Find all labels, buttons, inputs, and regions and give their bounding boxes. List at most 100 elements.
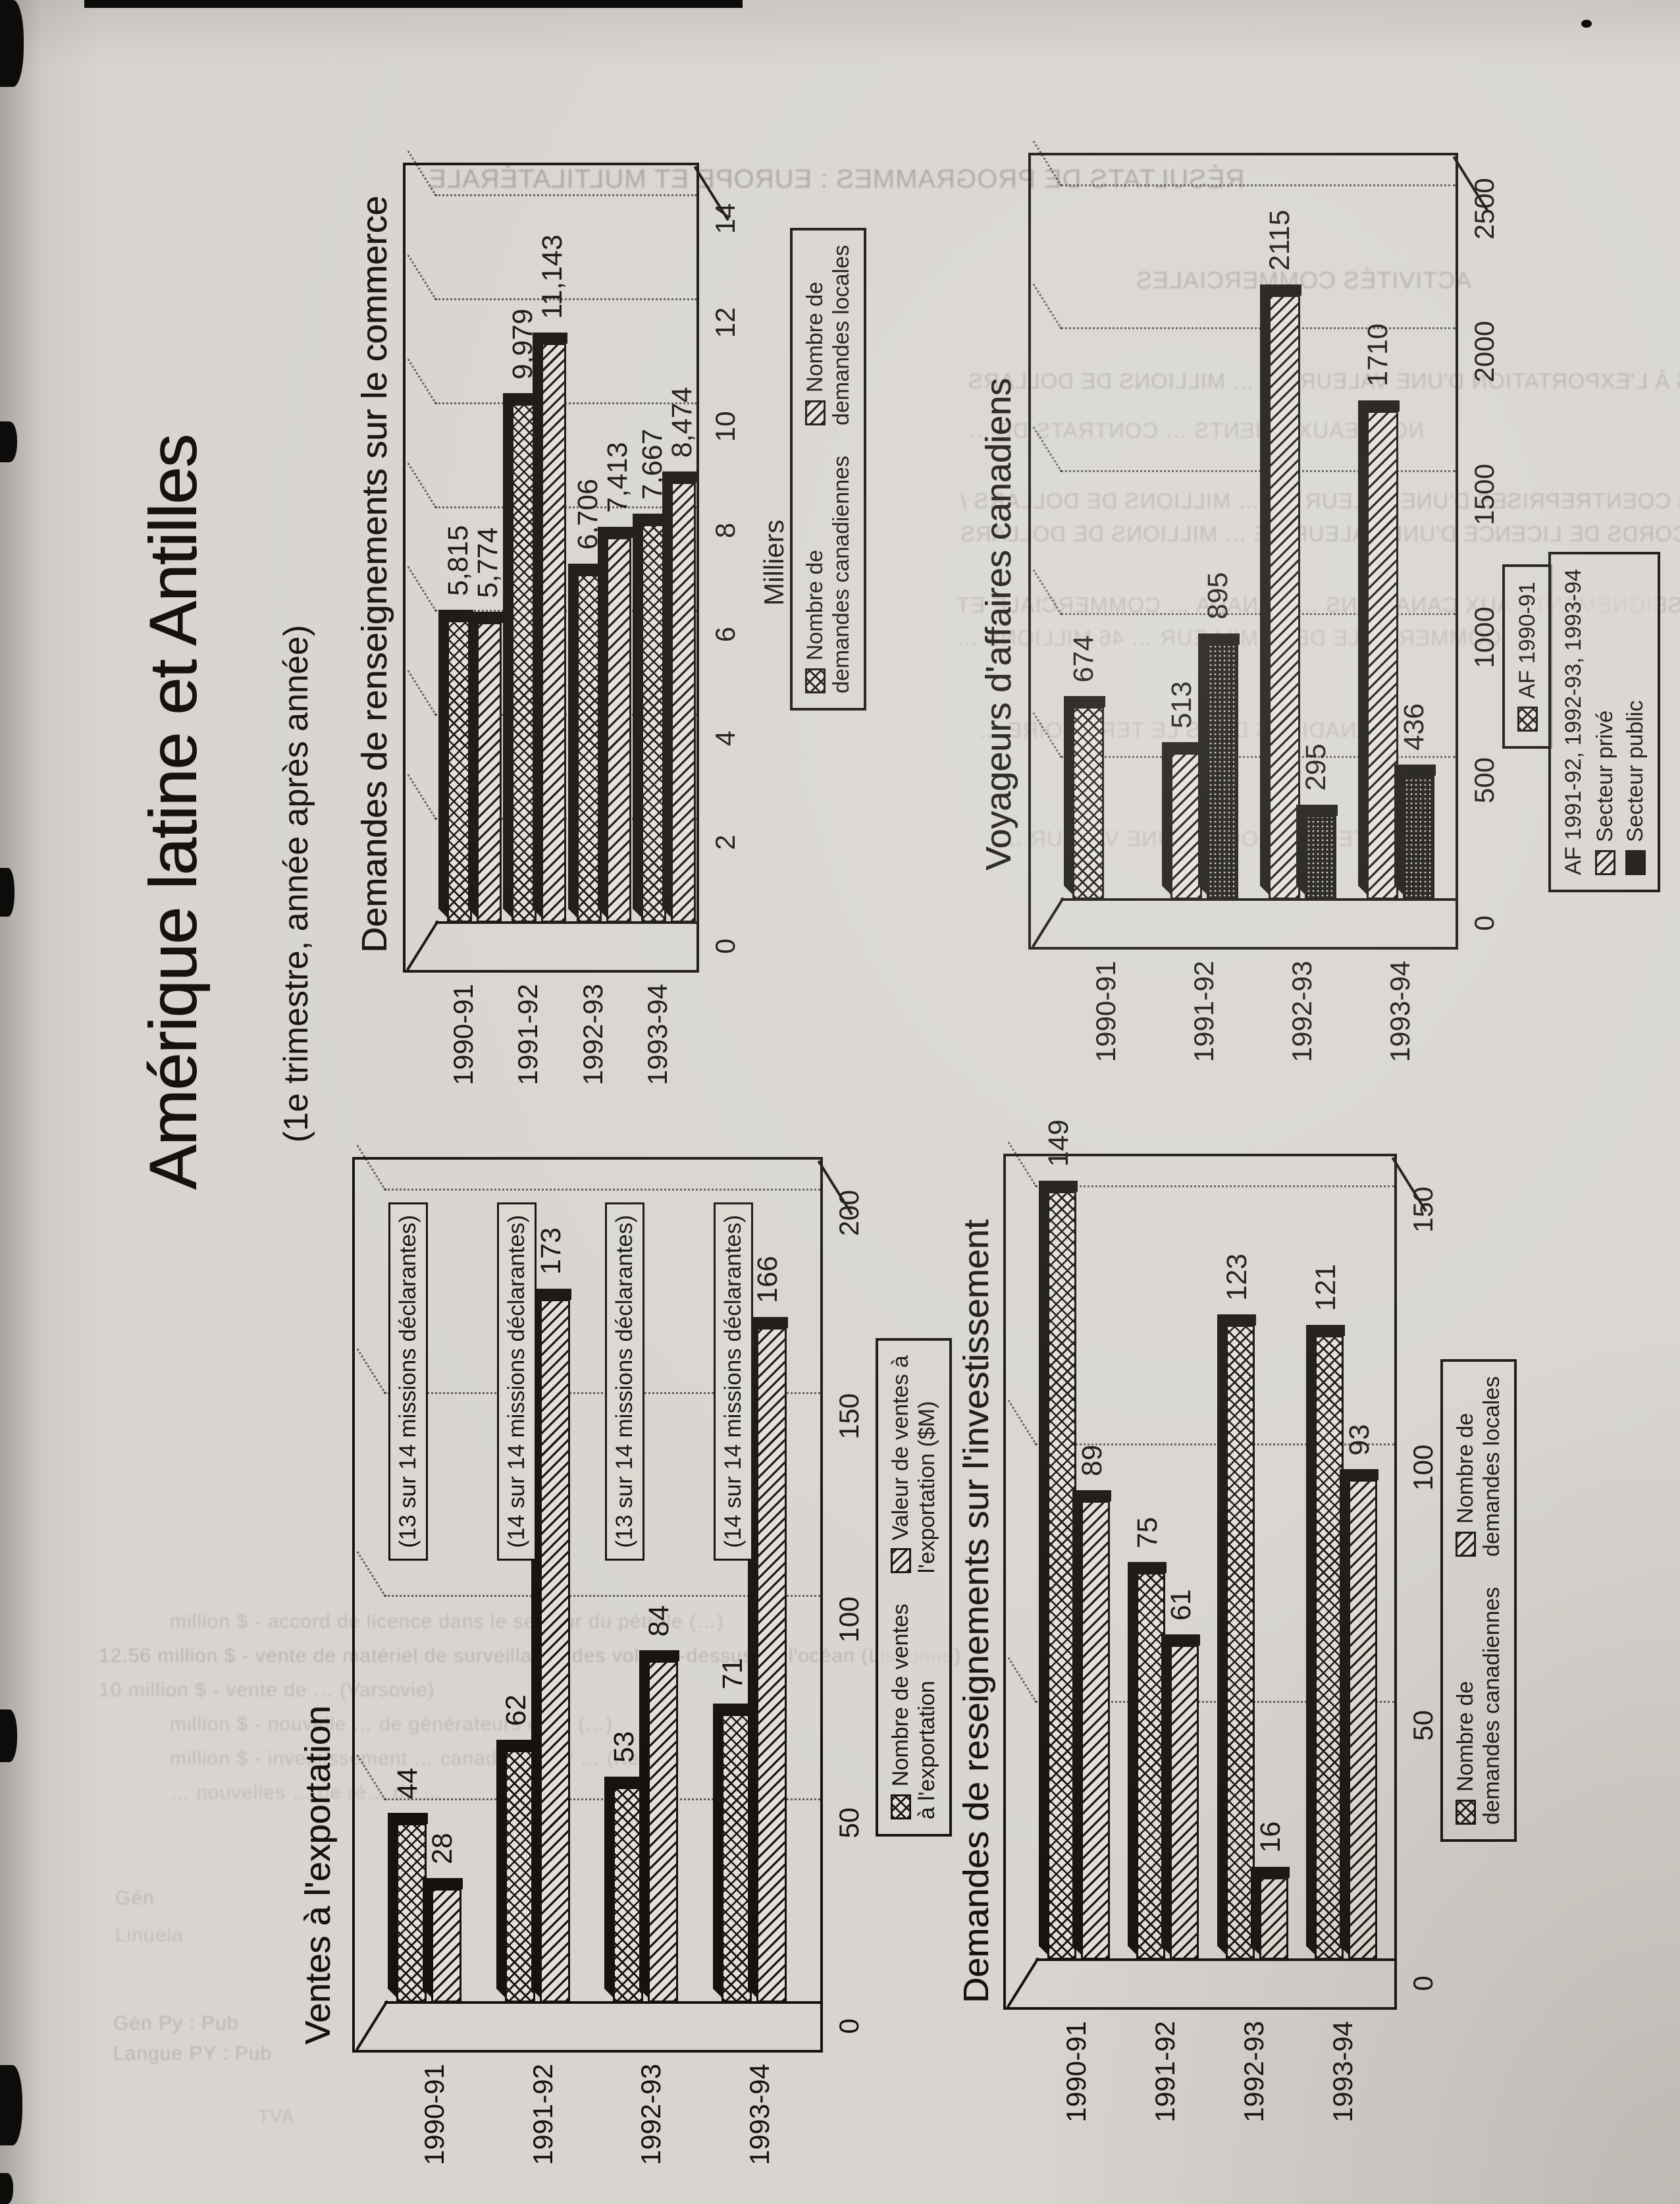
legend-entry-row: Nombre de	[802, 456, 828, 693]
axis-tick-label: 100	[1407, 1444, 1438, 1491]
bar-value-label: 89	[1076, 1445, 1108, 1476]
bar-value-label: 75	[1132, 1517, 1164, 1549]
bar-3d-top	[1339, 1470, 1350, 1956]
axis-tick-label: 6	[710, 626, 741, 643]
chart-title-voyageurs: Voyageurs d'affaires canadiens	[979, 378, 1018, 871]
bar-value-label: 295	[1300, 743, 1332, 791]
showthrough-text: 12.56 million $ - vente de matériel de s…	[99, 1645, 962, 1667]
chart-title-commerce: Demandes de renseignements sur le commer…	[355, 196, 394, 953]
axis-tick-label: 500	[1469, 757, 1500, 804]
bar-value-label: 53	[608, 1731, 640, 1763]
gridline-depth-stub	[407, 462, 437, 508]
legend-entry: Nombre de demandes canadiennes	[1452, 1587, 1505, 1825]
bar-value-label: 7,413	[601, 442, 633, 513]
bar-3d-top	[597, 527, 608, 919]
bar-investissement-1992-93: 16	[1250, 1821, 1290, 1960]
frame-bevel	[1032, 897, 1065, 948]
gridline	[435, 194, 696, 196]
bar-value-label: 513	[1166, 681, 1197, 729]
bar-value-label: 71	[716, 1657, 748, 1690]
bar-value-label: 121	[1309, 1264, 1342, 1312]
legend-entry-row: Secteur public	[1622, 569, 1648, 875]
annotation-box: (13 sur 14 missions déclarantes)	[388, 1202, 428, 1561]
legend-entry-row: Valeur de ventes à	[887, 1355, 914, 1574]
axis-tick-label: 1000	[1469, 606, 1500, 668]
gridline-depth-stub	[1007, 1399, 1037, 1445]
bar-3d-top	[468, 612, 478, 919]
bar-3d-top	[632, 514, 643, 919]
frame-bevel	[355, 2000, 389, 2051]
bar-3d-cap	[1260, 284, 1301, 296]
bar-ventes-1990-91: 28	[423, 1833, 463, 2002]
showthrough-text: Langue PY : Pub	[113, 2043, 273, 2064]
legend-box-ventes: Nombre de ventes à l'exportation Valeur de…	[876, 1338, 953, 1837]
bar-voyageurs-1992-93: 295	[1296, 743, 1338, 900]
bar-value-label: 123	[1221, 1253, 1253, 1301]
category-label: 1991-92	[1149, 2021, 1180, 2123]
gridline-depth-stub	[1032, 426, 1063, 472]
legend-entry-label: demandes locales	[829, 244, 854, 425]
legend-swatch-cross	[1517, 707, 1538, 732]
bar-3d-top	[1296, 805, 1306, 896]
bar-commerce-1993-94: 8,474	[662, 387, 698, 923]
bar-3d-cap	[662, 471, 697, 483]
legend-swatch-diag	[1594, 850, 1615, 875]
category-label: 1991-92	[512, 984, 544, 1086]
bar-value-label: 84	[643, 1605, 675, 1637]
bar-3d-top	[1358, 400, 1368, 896]
legend-entry-label: demandes canadiennes	[1479, 1586, 1505, 1825]
bar-3d-top	[438, 610, 448, 919]
gridline-depth-stub	[407, 358, 437, 404]
bar-3d-cap	[1296, 804, 1338, 816]
legend-entry: Nombre de demandes canadiennes	[802, 456, 854, 693]
legend-entry-row: Nombre de	[1452, 1587, 1479, 1825]
axis-title: Milliers	[758, 520, 789, 606]
bar-3d-top	[567, 564, 578, 919]
bar-3d-top	[1217, 1315, 1227, 1956]
legend-box-voyageurs: AF 1990-91	[1502, 564, 1553, 749]
bar-voyageurs-1990-91: 674	[1064, 635, 1105, 900]
legend-entry-label: Valeur de ventes à	[888, 1355, 913, 1541]
bar-value-label: 166	[751, 1256, 783, 1303]
bar-voyageurs-1991-92: 513	[1162, 682, 1203, 900]
bar-ventes-1993-94: 166	[747, 1256, 788, 2002]
chart-title-investissement: Demandes de reseignements sur l'investis…	[957, 1220, 996, 2003]
bar-3d-cap	[1128, 1562, 1167, 1574]
axis-tick-label: 50	[833, 1807, 864, 1839]
axis-tick-label: 2000	[1469, 321, 1500, 383]
legend-entry-row: Secteur privé	[1592, 569, 1618, 875]
category-label: 1991-92	[1188, 961, 1219, 1063]
bar-3d-cap	[533, 333, 568, 344]
bar-3d-top	[1161, 1635, 1172, 1956]
gridline-depth-stub	[1007, 1141, 1037, 1187]
legend-entry: Nombre de demandes locales	[802, 245, 854, 425]
legend-entry-row: AF 1990-91	[1514, 581, 1540, 732]
scan-edge-blob	[0, 868, 14, 917]
legend-swatch-diag	[1455, 1531, 1476, 1557]
axis-tick-label: 2500	[1469, 178, 1500, 240]
legend-entry-label: Secteur public	[1623, 700, 1648, 842]
axis-tick-label: 50	[1407, 1709, 1438, 1741]
bar-3d-top	[1039, 1181, 1049, 1956]
chart-title-ventes: Ventes à l'exportation	[298, 1706, 338, 2045]
legend-entry-label: Nombre de	[802, 281, 827, 392]
gridline-depth-stub	[356, 1754, 386, 1801]
legend-entry-label: à l'exportation	[914, 1680, 940, 1819]
legend-swatch-cross	[890, 1794, 911, 1819]
bar-ventes-1991-92: 62	[496, 1694, 537, 2002]
bar-3d-cap	[604, 1776, 644, 1788]
axis-tick-label: 2	[710, 834, 741, 850]
axis-tick-label: 1500	[1469, 464, 1500, 525]
bar-3d-top	[662, 472, 672, 919]
bar-3d-cap	[1161, 1634, 1201, 1646]
gridline	[1061, 327, 1456, 329]
bar-3d-top	[1064, 697, 1074, 896]
bar-value-label: 149	[1043, 1119, 1074, 1167]
axis-tick-label: 10	[710, 411, 741, 443]
legend-entry: Nombre de ventes à l'exportation	[887, 1603, 940, 1819]
scan-edge-blob	[0, 0, 24, 87]
bar-value-label: 895	[1202, 572, 1234, 620]
gridline-depth-stub	[356, 1348, 386, 1394]
bar-3d-cap	[1039, 1180, 1078, 1192]
chart-plot-investissement: 149 89 75 61 123 16 121 93	[1003, 1119, 1427, 2010]
